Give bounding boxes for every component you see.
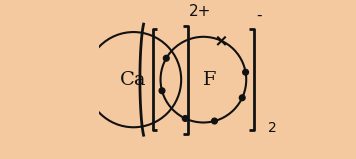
Text: -: - — [256, 7, 261, 23]
Circle shape — [163, 55, 169, 61]
Text: 2+: 2+ — [189, 4, 211, 19]
Circle shape — [243, 69, 248, 75]
Text: Ca: Ca — [120, 71, 147, 89]
Circle shape — [182, 116, 188, 121]
Text: F: F — [203, 71, 216, 89]
Circle shape — [239, 95, 245, 101]
Circle shape — [211, 118, 217, 124]
Circle shape — [159, 88, 165, 94]
Text: 2: 2 — [268, 121, 277, 135]
